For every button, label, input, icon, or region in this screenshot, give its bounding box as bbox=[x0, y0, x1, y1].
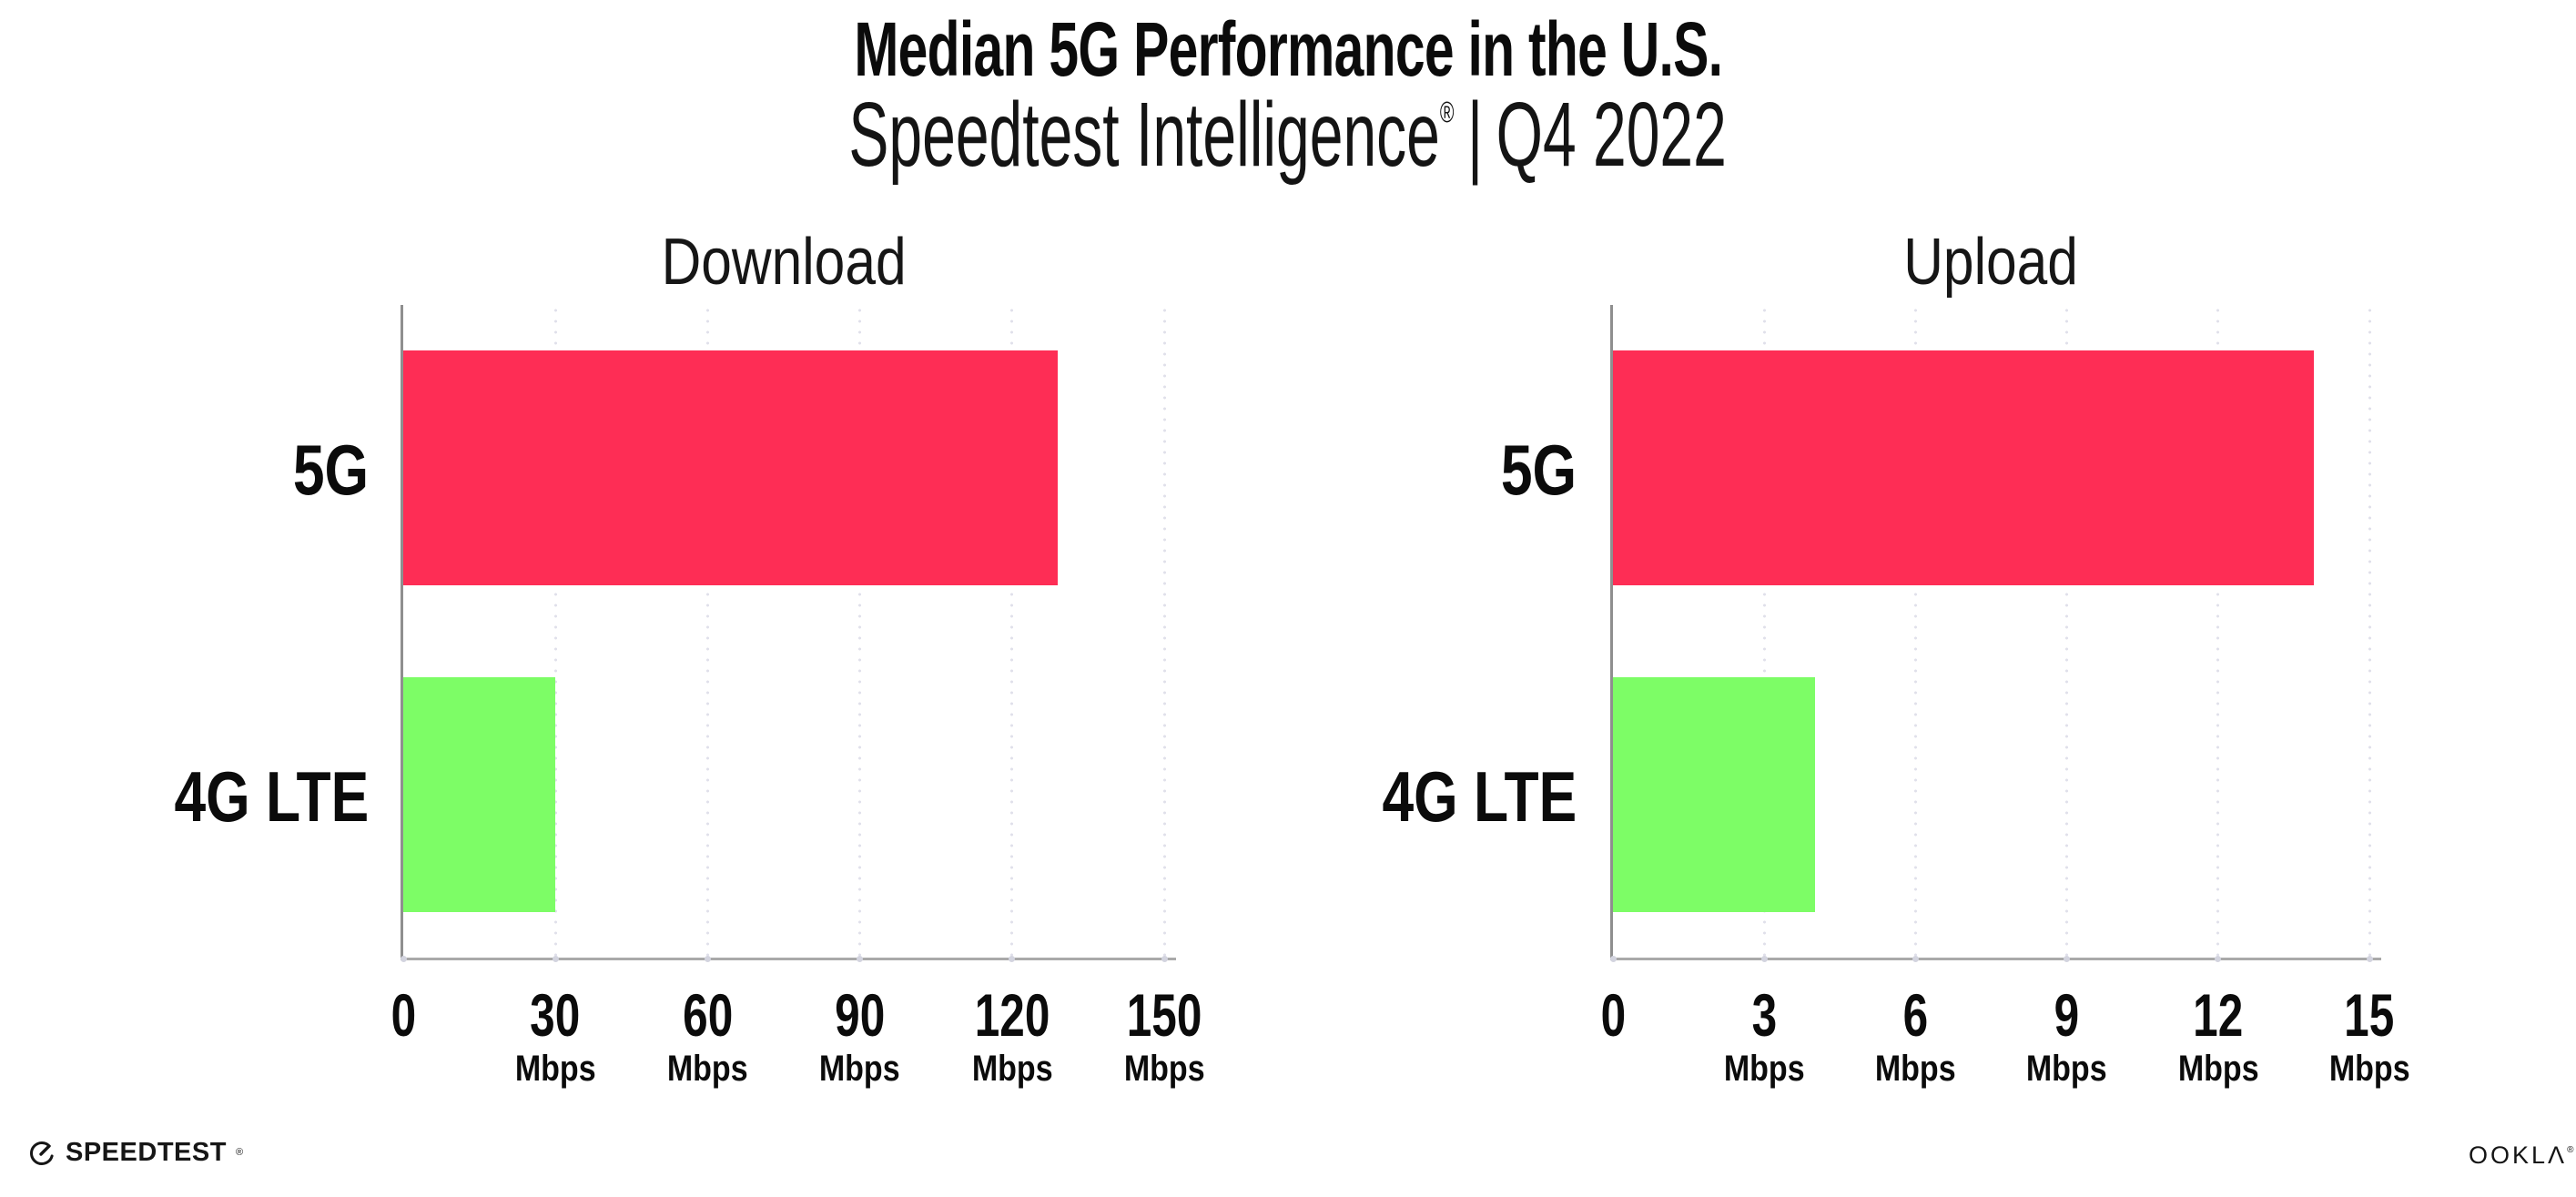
category-label-5g: 5G bbox=[292, 430, 369, 510]
axis-tick-dot-0 bbox=[1609, 956, 1617, 962]
axis-tick-dot-30 bbox=[552, 956, 559, 962]
speedtest-logo: SPEEDTEST ® bbox=[27, 1138, 243, 1167]
axis-tick-dot-150 bbox=[1161, 956, 1168, 962]
page-title: Median 5G Performance in the U.S. bbox=[0, 9, 2576, 89]
axis-tick-dot-12 bbox=[2215, 956, 2222, 962]
speedtest-registered-mark: ® bbox=[235, 1147, 244, 1158]
x-tick-label-15: 15 bbox=[2344, 981, 2395, 1049]
x-tick-unit-9: Mbps bbox=[2026, 1049, 2107, 1089]
category-label-5g: 5G bbox=[1500, 430, 1577, 510]
gridline-3 bbox=[1762, 305, 1766, 958]
x-tick-unit-90: Mbps bbox=[819, 1049, 900, 1089]
download-plot-area bbox=[400, 305, 1176, 962]
x-tick-unit-6: Mbps bbox=[1875, 1049, 1956, 1089]
bar-5g bbox=[403, 350, 1058, 585]
subtitle-separator: | bbox=[1467, 84, 1484, 186]
axis-tick-dot-90 bbox=[857, 956, 864, 962]
ookla-logo-text: OOKLΛ bbox=[2469, 1141, 2568, 1169]
bar-5g bbox=[1613, 350, 2315, 585]
x-tick-unit-120: Mbps bbox=[971, 1049, 1053, 1089]
download-x-axis-line bbox=[401, 958, 1176, 960]
category-label-4g-lte: 4G LTE bbox=[1382, 756, 1577, 837]
gridline-60 bbox=[705, 305, 709, 958]
ookla-logo: OOKLΛ® bbox=[2469, 1143, 2573, 1168]
gridline-120 bbox=[1010, 305, 1014, 958]
page-title-text: Median 5G Performance in the U.S. bbox=[854, 6, 1723, 92]
subtitle-period: Q4 2022 bbox=[1496, 84, 1728, 186]
gridline-150 bbox=[1162, 305, 1166, 958]
x-tick-label-0: 0 bbox=[1600, 981, 1626, 1049]
x-tick-label-0: 0 bbox=[390, 981, 416, 1049]
bar-4g-lte bbox=[403, 677, 556, 912]
subtitle-brand: Speedtest Intelligence bbox=[848, 84, 1441, 186]
gridline-6 bbox=[1913, 305, 1917, 958]
upload-plot-area bbox=[1609, 305, 2381, 962]
x-tick-label-3: 3 bbox=[1751, 981, 1777, 1049]
bar-4g-lte bbox=[1613, 677, 1815, 912]
x-tick-label-60: 60 bbox=[682, 981, 733, 1049]
x-tick-unit-60: Mbps bbox=[667, 1049, 748, 1089]
x-tick-unit-150: Mbps bbox=[1123, 1049, 1205, 1089]
registered-mark: ® bbox=[1440, 96, 1455, 128]
x-tick-unit-3: Mbps bbox=[1723, 1049, 1805, 1089]
speedtest-gauge-icon bbox=[30, 1141, 54, 1165]
x-tick-label-9: 9 bbox=[2054, 981, 2080, 1049]
gridline-9 bbox=[2065, 305, 2069, 958]
gridline-90 bbox=[858, 305, 862, 958]
x-tick-label-150: 150 bbox=[1126, 981, 1202, 1049]
chart-subtitle: Speedtest Intelligence® | Q4 2022 bbox=[0, 89, 2576, 180]
upload-x-axis-line bbox=[1610, 958, 2381, 960]
upload-chart-title: Upload bbox=[1903, 226, 2079, 299]
axis-tick-dot-9 bbox=[2064, 956, 2071, 962]
gridline-30 bbox=[553, 305, 557, 958]
x-tick-unit-30: Mbps bbox=[514, 1049, 596, 1089]
x-tick-label-30: 30 bbox=[530, 981, 581, 1049]
x-tick-label-90: 90 bbox=[835, 981, 886, 1049]
download-chart-title: Download bbox=[661, 226, 907, 299]
x-tick-unit-15: Mbps bbox=[2328, 1049, 2410, 1089]
axis-tick-dot-15 bbox=[2366, 956, 2373, 962]
gridline-15 bbox=[2368, 305, 2371, 958]
axis-tick-dot-3 bbox=[1760, 956, 1768, 962]
x-tick-unit-12: Mbps bbox=[2177, 1049, 2259, 1089]
x-tick-label-12: 12 bbox=[2193, 981, 2244, 1049]
axis-tick-dot-60 bbox=[704, 956, 711, 962]
category-label-4g-lte: 4G LTE bbox=[174, 756, 369, 837]
speedtest-logo-text: SPEEDTEST bbox=[66, 1137, 227, 1167]
ookla-registered-mark: ® bbox=[2567, 1145, 2574, 1155]
x-tick-label-6: 6 bbox=[1902, 981, 1929, 1049]
axis-tick-dot-6 bbox=[1912, 956, 1919, 962]
gridline-12 bbox=[2216, 305, 2220, 958]
chart-subtitle-text: Speedtest Intelligence® | Q4 2022 bbox=[849, 89, 1727, 180]
axis-tick-dot-120 bbox=[1009, 956, 1016, 962]
axis-tick-dot-0 bbox=[400, 956, 407, 962]
x-tick-label-120: 120 bbox=[974, 981, 1050, 1049]
